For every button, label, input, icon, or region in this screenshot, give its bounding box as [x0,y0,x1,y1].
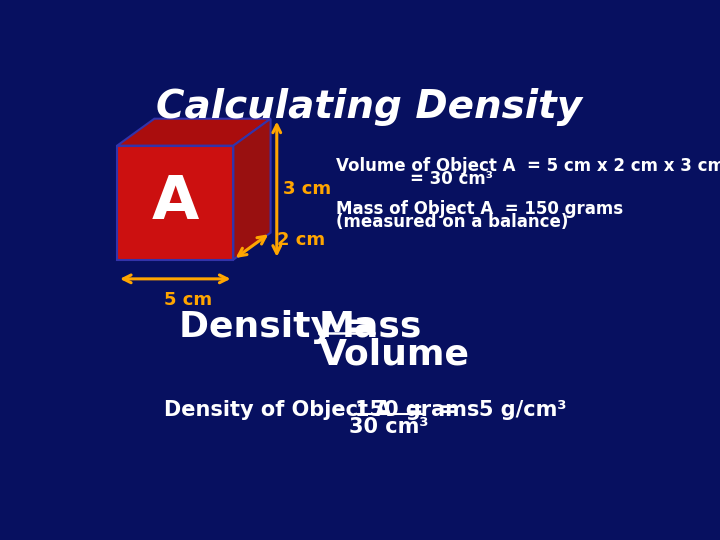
Text: (measured on a balance): (measured on a balance) [336,213,569,231]
Text: Calculating Density: Calculating Density [156,88,582,126]
Text: Density of Object A  =: Density of Object A = [163,400,431,420]
Text: Mass: Mass [319,309,422,343]
Text: 2 cm: 2 cm [276,231,325,249]
Text: Volume: Volume [319,338,469,372]
Text: 30 cm³: 30 cm³ [349,417,429,437]
Text: Volume of Object A  = 5 cm x 2 cm x 3 cm: Volume of Object A = 5 cm x 2 cm x 3 cm [336,157,720,175]
Text: 3 cm: 3 cm [283,180,331,198]
Text: 5 cm: 5 cm [163,291,212,309]
Text: = 30 cm³: = 30 cm³ [410,170,493,188]
Text: 150 grams: 150 grams [355,400,480,420]
Bar [117,146,233,260]
Polygon shape [117,119,271,146]
Text: Mass of Object A  = 150 grams: Mass of Object A = 150 grams [336,200,624,218]
Polygon shape [233,119,271,260]
Text: A: A [152,173,199,232]
Text: =   5 g/cm³: = 5 g/cm³ [425,400,567,420]
Text: Density =: Density = [179,309,390,343]
